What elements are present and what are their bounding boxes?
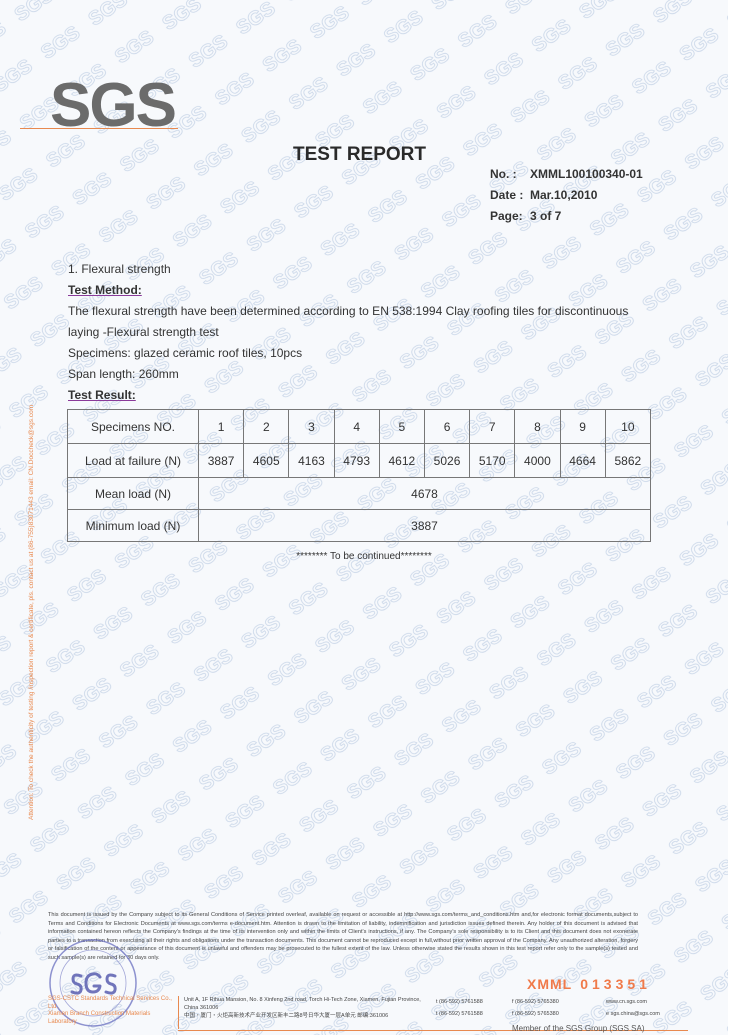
page-number: Page: 3 of 7 bbox=[490, 209, 561, 223]
load-value: 5862 bbox=[604, 443, 652, 478]
company-block: SGS-CSTC Standards Technical Services Co… bbox=[48, 996, 174, 1026]
table-row: Mean load (N) 4678 bbox=[67, 477, 651, 510]
report-number: No. : XMML100100340-01 bbox=[490, 167, 643, 181]
test-result-label: Test Result: bbox=[68, 388, 136, 402]
specimen-number: 4 bbox=[333, 409, 380, 444]
report-page: SGS TEST REPORT No. : XMML100100340-01 Da… bbox=[20, 71, 688, 1033]
specimen-number: 2 bbox=[243, 409, 290, 444]
email: e sgs.china@sgs.com bbox=[606, 1011, 660, 1017]
sgs-stamp bbox=[49, 939, 137, 1027]
serial-digits: 013351 bbox=[580, 976, 651, 992]
method-line-2: laying -Flexural strength test bbox=[68, 325, 219, 339]
specimens-text: Specimens: glazed ceramic roof tiles, 10… bbox=[68, 346, 303, 360]
address-block: Unit A, 1F Rihua Mansion, No. 8 Xinfeng … bbox=[184, 996, 428, 1020]
address-en: Unit A, 1F Rihua Mansion, No. 8 Xinfeng … bbox=[184, 997, 421, 1011]
specimen-number: 5 bbox=[378, 409, 425, 444]
sgs-logo: SGS bbox=[50, 71, 177, 140]
load-value: 4605 bbox=[243, 443, 290, 478]
footer-divider bbox=[178, 996, 179, 1029]
mean-value: 4678 bbox=[198, 477, 651, 510]
row-header: Specimens NO. bbox=[67, 409, 199, 444]
telephone: t (86-592) 5761588 bbox=[436, 999, 483, 1005]
load-value: 3887 bbox=[197, 443, 245, 478]
minimum-value: 3887 bbox=[198, 509, 651, 542]
value: Mar.10,2010 bbox=[530, 188, 598, 202]
footer-disclaimer: This document is issued by the Company s… bbox=[48, 912, 638, 961]
specimen-number: 8 bbox=[514, 409, 561, 444]
load-value: 4163 bbox=[288, 443, 335, 478]
value: 3 of 7 bbox=[530, 209, 562, 223]
specimen-number: 6 bbox=[423, 409, 471, 444]
serial-number: XMML 013351 bbox=[527, 976, 651, 992]
company-name: SGS-CSTC Standards Technical Services Co… bbox=[48, 996, 172, 1010]
method-line-1: The flexural strength have been determin… bbox=[68, 304, 629, 318]
report-date: Date : Mar.10,2010 bbox=[490, 188, 597, 202]
address-cn: 中国・厦门・火炬高新技术产业开发区新丰二路8号日华大厦一层A单元 邮编:3610… bbox=[184, 1013, 389, 1019]
load-value: 4664 bbox=[559, 443, 606, 478]
side-authenticity-notice: Attention: To check the authenticity of … bbox=[28, 404, 35, 820]
row-header: Load at failure (N) bbox=[67, 443, 199, 478]
load-value: 5170 bbox=[469, 443, 516, 478]
logo-rule bbox=[20, 128, 178, 129]
footer-rule bbox=[178, 1030, 688, 1031]
load-value: 5026 bbox=[423, 443, 471, 478]
section-heading: 1. Flexural strength bbox=[68, 262, 171, 276]
specimen-number: 1 bbox=[197, 409, 245, 444]
load-value: 4612 bbox=[378, 443, 425, 478]
load-value: 4000 bbox=[514, 443, 561, 478]
page-title: TEST REPORT bbox=[293, 144, 427, 165]
table-row: Load at failure (N) 3887 4605 4163 4793 4612… bbox=[67, 443, 652, 478]
telephone: t (86-592) 5761588 bbox=[436, 1011, 483, 1017]
website: www.cn.sgs.com bbox=[606, 999, 647, 1005]
row-header: Minimum load (N) bbox=[67, 509, 199, 542]
row-header: Mean load (N) bbox=[67, 477, 199, 510]
serial-prefix: XMML bbox=[527, 976, 573, 992]
load-value: 4793 bbox=[333, 443, 380, 478]
company-lab: Xiamen Branch Construction Materials Lab… bbox=[48, 1011, 151, 1025]
fax: f (86-592) 5765380 bbox=[512, 999, 559, 1005]
table-row: Minimum load (N) 3887 bbox=[67, 509, 651, 542]
value: XMML100100340-01 bbox=[530, 167, 643, 181]
specimen-number: 3 bbox=[288, 409, 335, 444]
label: Page: bbox=[490, 209, 523, 223]
span-length-text: Span length: 260mm bbox=[68, 367, 179, 381]
table-row: Specimens NO. 1 2 3 4 5 6 7 8 9 10 bbox=[67, 409, 652, 444]
specimen-number: 9 bbox=[559, 409, 606, 444]
member-note: Member of the SGS Group (SGS SA) bbox=[512, 1024, 645, 1033]
results-table: Specimens NO. 1 2 3 4 5 6 7 8 9 10 Load at failur… bbox=[67, 409, 652, 542]
specimen-number: 10 bbox=[604, 409, 652, 444]
label: No. : bbox=[490, 167, 517, 181]
to-be-continued: ******** To be continued******** bbox=[296, 551, 432, 562]
specimen-number: 7 bbox=[469, 409, 516, 444]
fax: f (86-592) 5765380 bbox=[512, 1011, 559, 1017]
label: Date : bbox=[490, 188, 524, 202]
test-method-label: Test Method: bbox=[68, 283, 142, 297]
